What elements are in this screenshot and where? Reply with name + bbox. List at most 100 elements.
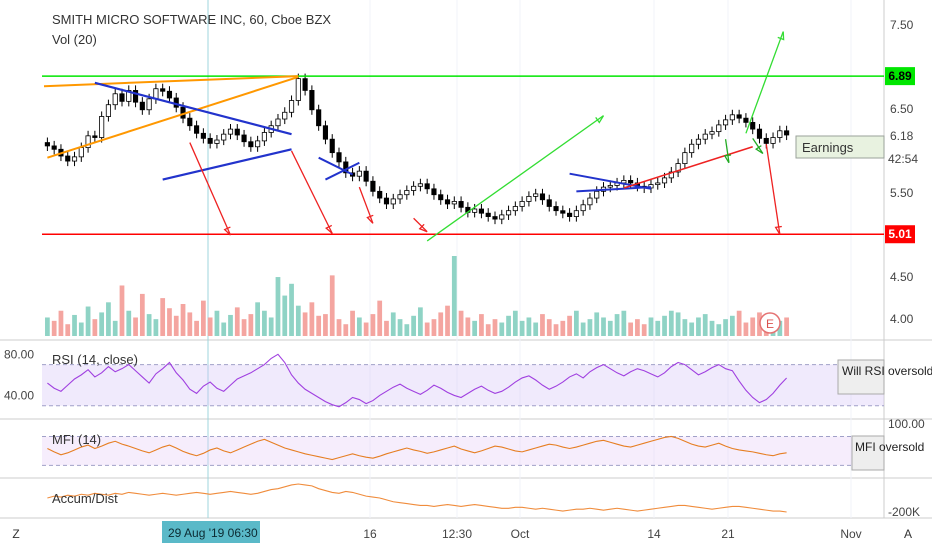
candle-body-70 <box>519 201 525 207</box>
volume-bar-50 <box>384 320 389 336</box>
volume-bar-59 <box>445 305 450 336</box>
candle-body-103 <box>743 117 749 123</box>
candle-body-107 <box>770 137 776 144</box>
volume-bar-49 <box>377 300 383 336</box>
volume-bar-19 <box>173 315 179 336</box>
volume-bar-23 <box>200 300 206 336</box>
candle-body-37 <box>295 78 301 101</box>
volume-bar-42 <box>329 275 335 336</box>
red-arrow-2-head <box>325 224 333 234</box>
red-arrow-1-head <box>223 226 231 236</box>
volume-bar-25 <box>214 310 220 336</box>
level-lines <box>42 75 884 235</box>
candle-body-31 <box>255 140 261 148</box>
blue-flag-bottom <box>576 186 652 193</box>
candle-body-23 <box>200 132 206 139</box>
volume-bar-46 <box>356 317 362 336</box>
candle-body-100 <box>723 119 729 126</box>
green-arrow-mid-head <box>595 115 605 124</box>
candle-body-108 <box>777 130 783 138</box>
candle-body-53 <box>404 190 410 196</box>
candle-body-57 <box>431 188 437 196</box>
volume-bar-11 <box>119 285 125 336</box>
candle-body-27 <box>227 128 234 135</box>
volume-bar-93 <box>675 312 681 336</box>
volume-bar-37 <box>295 305 301 336</box>
candle-body-90 <box>655 182 661 186</box>
candle-body-55 <box>417 183 423 187</box>
volume-bar-109 <box>784 317 789 336</box>
price-tick-4: 4.00 <box>890 312 914 326</box>
volume-bar-76 <box>560 320 566 336</box>
volume-bar-26 <box>221 322 227 336</box>
candle-body-48 <box>370 180 376 192</box>
candle-body-105 <box>756 128 763 139</box>
volume-bar-64 <box>479 314 484 336</box>
volume-bar-30 <box>248 314 254 336</box>
volume-bar-22 <box>194 320 199 336</box>
volume-bar-4 <box>72 314 77 336</box>
volume-bar-51 <box>390 312 396 336</box>
volume-bar-5 <box>78 322 84 336</box>
candle-body-21 <box>187 117 193 127</box>
volume-bar-44 <box>343 324 349 336</box>
blue-small-bottom <box>318 156 354 176</box>
candle-body-59 <box>444 199 451 205</box>
volume-bar-79 <box>580 322 586 336</box>
candle-body-80 <box>587 197 593 206</box>
last-price-label: 6.18 <box>890 129 914 143</box>
volume-bar-31 <box>255 302 261 336</box>
candle-body-68 <box>505 210 512 216</box>
earnings-marker[interactable] <box>759 312 781 334</box>
volume-bar-34 <box>275 277 281 336</box>
mfi-tick-0: 100.00 <box>888 417 925 431</box>
main-pane[interactable] <box>0 0 884 340</box>
candle-body-3 <box>65 155 71 162</box>
volume-bar-82 <box>601 317 606 336</box>
volume-bar-62 <box>465 317 471 336</box>
candle-body-60 <box>451 201 457 205</box>
candle-body-61 <box>458 201 464 208</box>
volume-bar-3 <box>65 324 71 336</box>
chart-title: SMITH MICRO SOFTWARE INC, 60, Cboe BZX <box>52 12 331 27</box>
candle-body-98 <box>709 131 715 135</box>
volume-bar-98 <box>709 320 715 336</box>
candle-body-74 <box>546 199 552 207</box>
price-tick-3: 4.50 <box>890 270 914 284</box>
volume-bar-95 <box>689 322 695 336</box>
red-arrow-2 <box>290 150 333 234</box>
volume-bar-56 <box>424 322 430 336</box>
volume-bar-27 <box>228 314 233 336</box>
candle-body-83 <box>607 185 613 188</box>
volume-bar-57 <box>431 319 437 336</box>
candle-body-0 <box>44 142 50 147</box>
rsi-band <box>42 364 884 406</box>
red-arrow-3 <box>358 186 374 224</box>
volume-bar-39 <box>309 302 315 336</box>
volume-bar-63 <box>472 320 478 336</box>
rsi-note-text: Will RSI oversold <box>842 364 932 378</box>
volume-bar-8 <box>99 312 105 336</box>
candle-body-92 <box>668 171 674 179</box>
volume-bar-87 <box>635 319 640 336</box>
earnings-callout-box[interactable] <box>795 135 885 159</box>
volume-bar-72 <box>533 322 539 336</box>
candle-body-47 <box>363 170 369 182</box>
red-arrow-4 <box>413 217 428 233</box>
volume-bar-89 <box>648 317 654 336</box>
rsi-note-box[interactable] <box>837 359 885 395</box>
volume-bar-101 <box>729 315 735 336</box>
timezone-z-icon[interactable]: Z <box>12 527 19 541</box>
blue-flag-top <box>569 172 652 190</box>
volume-bar-75 <box>553 324 559 336</box>
volume-bar-53 <box>404 324 410 336</box>
candle-body-30 <box>248 141 254 148</box>
candle-body-50 <box>383 197 390 205</box>
candle-body-26 <box>221 133 227 141</box>
volume-bar-96 <box>696 317 701 336</box>
time-tick-4: 21 <box>721 527 735 541</box>
auto-scale-a-icon[interactable]: A <box>904 527 912 541</box>
mfi-note-box[interactable] <box>851 435 885 471</box>
volume-bar-69 <box>512 310 518 336</box>
